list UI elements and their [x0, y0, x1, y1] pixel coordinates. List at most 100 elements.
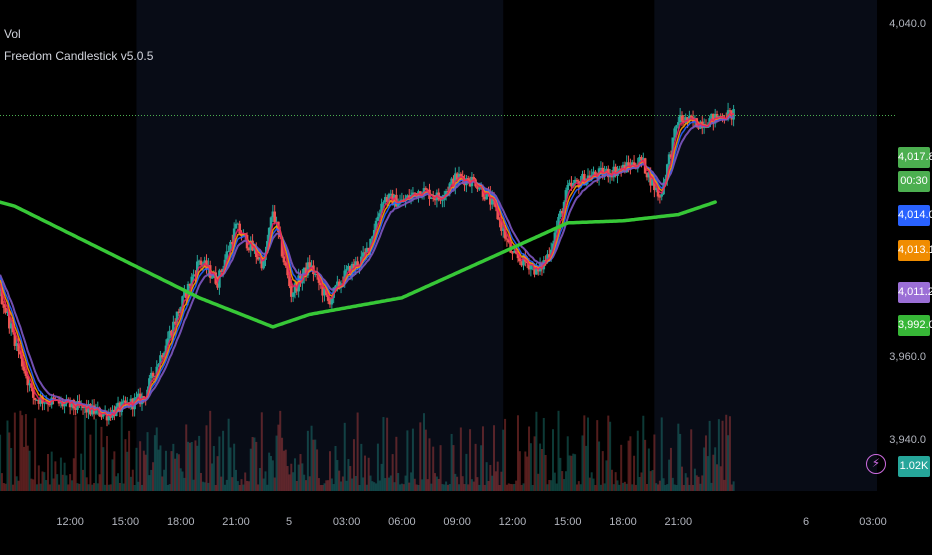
candle-body [266, 241, 269, 253]
volume-bar [590, 472, 593, 491]
x-tick-label: 18:00 [167, 516, 195, 528]
volume-bar [28, 450, 31, 491]
volume-bar [10, 448, 13, 491]
candle-body [640, 157, 643, 161]
candle-body [548, 254, 551, 258]
volume-bar [93, 483, 96, 491]
volume-bar [399, 484, 402, 491]
x-tick-label: 12:00 [56, 516, 84, 528]
volume-bar [561, 471, 564, 491]
volume-bar [443, 484, 446, 491]
volume-bar [282, 450, 285, 491]
candle-body [501, 228, 505, 231]
volume-bar [448, 484, 451, 491]
candle-body [383, 197, 387, 203]
volume-bar [144, 454, 147, 491]
volume-bar [117, 473, 120, 491]
x-tick-label: 21:00 [665, 516, 693, 528]
candle-body [592, 171, 595, 176]
candle-body [306, 262, 310, 276]
volume-bar [505, 484, 508, 491]
volume-bar [548, 480, 551, 491]
volume-bar [627, 440, 630, 491]
candle-body [653, 178, 656, 191]
volume-bar [115, 476, 118, 491]
volume-bar [187, 441, 190, 491]
candle-body [371, 236, 374, 239]
volume-bar [146, 432, 149, 491]
candle-body [564, 190, 568, 202]
volume-bar [223, 484, 226, 491]
volume-bar [446, 484, 449, 491]
volume-bar [327, 480, 330, 491]
volume-bar [102, 447, 105, 491]
volume-bar [599, 484, 602, 491]
volume-bar [23, 446, 26, 491]
volume-bar [625, 483, 628, 491]
volume-bar [356, 412, 359, 491]
candle-body [319, 282, 323, 286]
volume-bar [343, 422, 346, 491]
candle-body [483, 196, 487, 200]
candle-body [715, 113, 719, 120]
candle-body [586, 175, 590, 179]
volume-bar [701, 475, 704, 491]
volume-bar [41, 471, 44, 491]
volume-bar [301, 463, 304, 491]
ma-long-badge: 3,992.0 [898, 315, 932, 336]
volume-bar [2, 483, 5, 491]
volume-bar [406, 430, 409, 491]
candle-body [232, 228, 236, 245]
volume-bar [400, 483, 403, 491]
volume-bar [376, 443, 379, 491]
volume-bar [293, 458, 296, 491]
volume-bar [539, 443, 542, 491]
volume-bar [155, 427, 158, 491]
volume-bar [216, 456, 219, 491]
candle-body [177, 311, 181, 314]
volume-bar [172, 443, 175, 491]
candle-body [627, 162, 630, 166]
volume-indicator-label[interactable]: Vol [4, 27, 21, 41]
study-indicator-label[interactable]: Freedom Candlestick v5.0.5 [4, 49, 154, 63]
volume-bar [675, 484, 678, 491]
volume-bar [623, 481, 626, 491]
volume-bar [275, 435, 278, 491]
x-tick-label: 15:00 [112, 516, 140, 528]
volume-bar [152, 462, 155, 491]
volume-bar [704, 435, 707, 491]
candle-body [496, 207, 500, 220]
volume-bar [290, 463, 293, 491]
volume-bar [500, 471, 503, 491]
candle-body [22, 366, 26, 371]
volume-bar [730, 484, 733, 491]
volume-bar [257, 484, 260, 491]
volume-bar [52, 478, 55, 491]
volume-bar [56, 474, 59, 491]
candle-body [566, 184, 570, 191]
volume-bar [706, 456, 709, 491]
volume-bar [179, 468, 182, 491]
volume-bar [107, 484, 110, 491]
volume-bar [292, 472, 295, 491]
lightning-icon[interactable]: ⚡ [866, 454, 886, 474]
volume-bar [98, 474, 101, 491]
volume-bar [207, 482, 210, 491]
candle-body [413, 192, 417, 194]
candle-body [137, 393, 140, 398]
candle-body [157, 364, 160, 367]
candle-body [63, 403, 66, 407]
volume-bar [634, 484, 637, 491]
candle-body [689, 115, 693, 118]
volume-bar [699, 483, 702, 491]
candle-body [24, 370, 28, 376]
candle-body [197, 260, 201, 262]
volume-bar [80, 453, 83, 491]
volume-bar [222, 430, 225, 491]
volume-bar [82, 469, 85, 491]
candle-body [352, 263, 356, 268]
volume-bar [203, 482, 206, 491]
candle-body [441, 199, 444, 201]
